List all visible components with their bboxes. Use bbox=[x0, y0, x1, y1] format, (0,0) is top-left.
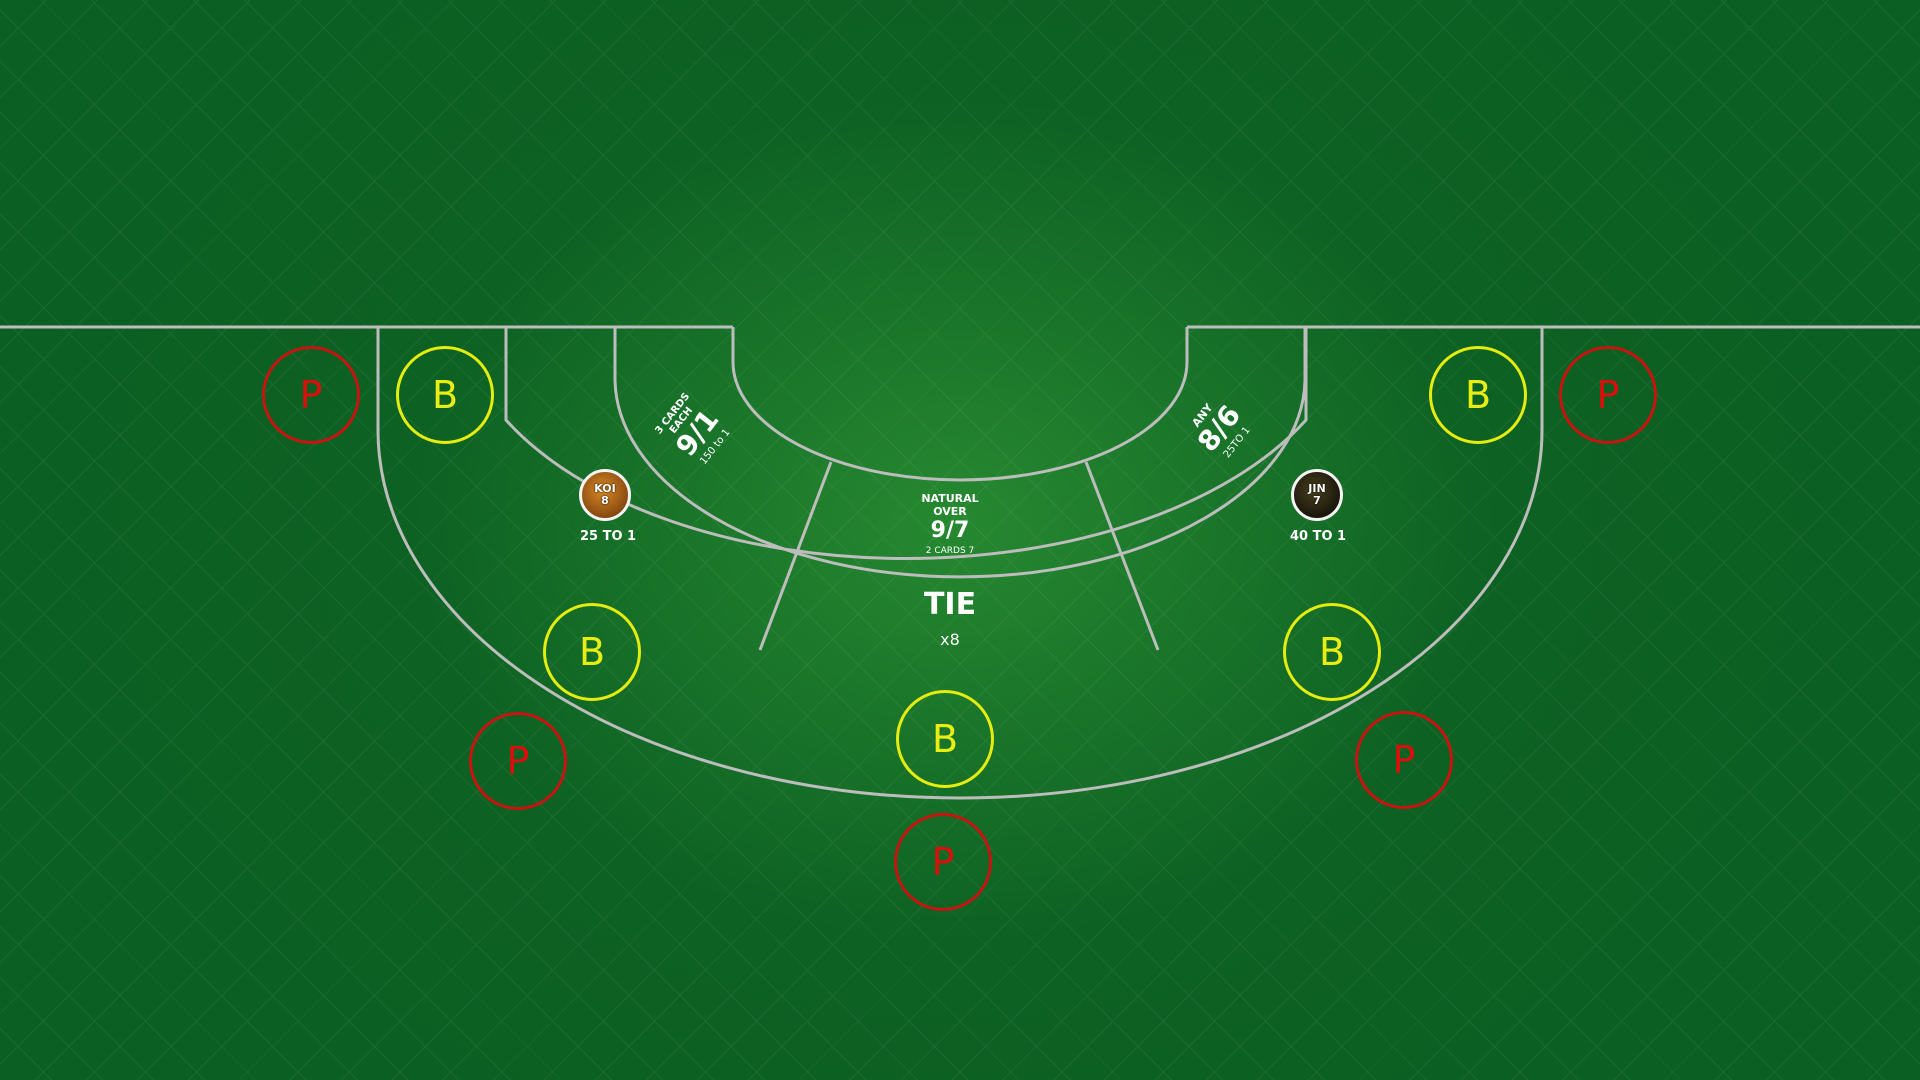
banker-bet-spot-2[interactable]: B bbox=[543, 603, 641, 701]
natural-label: NATURAL bbox=[921, 492, 979, 505]
over-label: OVER bbox=[933, 505, 967, 518]
left-divider bbox=[758, 461, 833, 651]
player-spot-label: P bbox=[1596, 373, 1620, 417]
jin-token-name: JIN bbox=[1308, 482, 1326, 495]
player-bet-spot-3[interactable]: P bbox=[894, 813, 992, 911]
outer-arc bbox=[376, 327, 1544, 800]
koi-payout: 25 TO 1 bbox=[580, 529, 637, 544]
banker-spot-label: B bbox=[1464, 373, 1492, 417]
player-spot-label: P bbox=[299, 373, 323, 417]
player-bet-spot-4[interactable]: P bbox=[1355, 711, 1453, 809]
banker-bet-spot-3[interactable]: B bbox=[896, 690, 994, 788]
jin-payout: 40 TO 1 bbox=[1290, 529, 1347, 544]
banker-spot-label: B bbox=[431, 373, 459, 417]
tie-label: TIE bbox=[923, 587, 977, 622]
koi-bet-token[interactable]: KOI 8 bbox=[579, 469, 631, 521]
banker-spot-label: B bbox=[578, 630, 606, 674]
banker-spot-label: B bbox=[1318, 630, 1346, 674]
banker-bet-spot-4[interactable]: B bbox=[1283, 603, 1381, 701]
player-spot-label: P bbox=[506, 739, 530, 783]
player-spot-label: P bbox=[1392, 738, 1416, 782]
player-bet-spot-5[interactable]: P bbox=[1559, 346, 1657, 444]
tie-bet[interactable]: TIE x8 bbox=[860, 588, 1040, 658]
natural-over-bet[interactable]: NATURAL OVER 9/7 2 CARDS 7 bbox=[860, 492, 1040, 566]
jin-token-value: 7 bbox=[1313, 494, 1321, 507]
player-spot-label: P bbox=[931, 840, 955, 884]
right-divider bbox=[1084, 461, 1160, 651]
center-cutout-arc bbox=[731, 327, 1189, 482]
player-bet-spot-1[interactable]: P bbox=[262, 346, 360, 444]
tie-multiplier: x8 bbox=[940, 630, 960, 649]
player-bet-spot-2[interactable]: P bbox=[469, 712, 567, 810]
banker-bet-spot-5[interactable]: B bbox=[1429, 346, 1527, 444]
koi-token-name: KOI bbox=[594, 482, 616, 495]
banker-bet-spot-1[interactable]: B bbox=[396, 346, 494, 444]
banker-spot-label: B bbox=[931, 717, 959, 761]
jin-bet-token[interactable]: JIN 7 bbox=[1291, 469, 1343, 521]
natural-sub: 2 CARDS 7 bbox=[925, 546, 975, 556]
natural-odds: 9/7 bbox=[930, 518, 970, 543]
koi-token-value: 8 bbox=[601, 494, 609, 507]
inner-arc bbox=[613, 327, 1307, 579]
